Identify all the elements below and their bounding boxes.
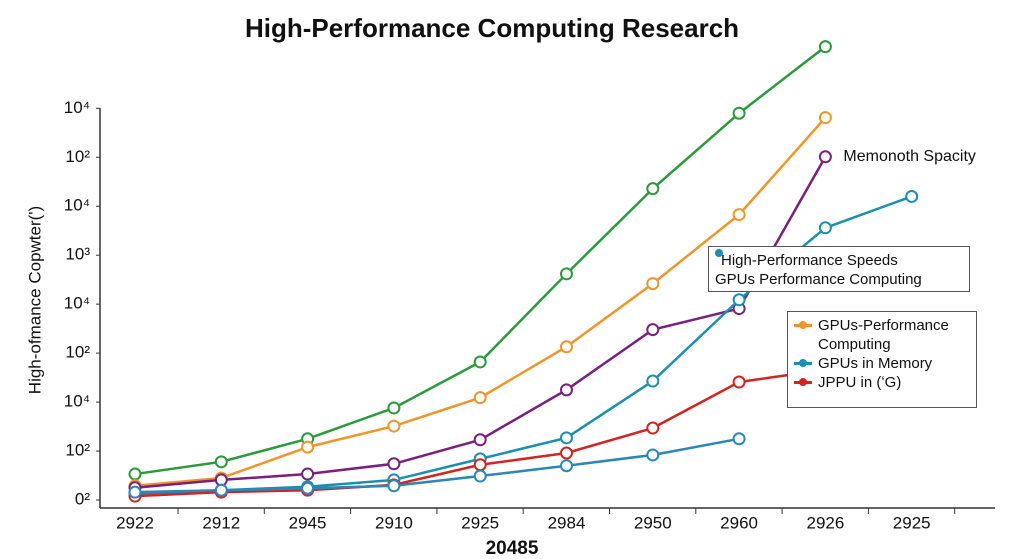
dot xyxy=(715,249,723,257)
y-tick-label: 0² xyxy=(75,489,90,508)
data-point xyxy=(387,479,401,493)
data-point xyxy=(560,267,573,281)
data-point xyxy=(732,208,746,222)
legend-label: GPUs in Memory xyxy=(818,355,933,372)
data-point xyxy=(128,485,142,499)
data-point xyxy=(818,221,832,235)
legend-label: GPUs-Performance Computing xyxy=(818,317,949,353)
legend-entry: GPUs-Performance Computing xyxy=(794,316,970,354)
data-point xyxy=(818,40,832,54)
data-point xyxy=(732,375,746,389)
x-tick-label: 2945 xyxy=(289,513,327,532)
legend-label: JPPU in (ʻG) xyxy=(818,374,902,391)
legend-swatch xyxy=(794,359,812,367)
y-tick-label: 10⁴ xyxy=(64,392,90,411)
data-point xyxy=(214,483,228,497)
y-tick-label: 10³ xyxy=(65,245,90,264)
data-point xyxy=(905,189,919,203)
annotation-text: GPUs Performance Computing xyxy=(715,271,922,288)
series-line xyxy=(134,437,740,494)
x-tick-label: 2926 xyxy=(806,513,844,532)
data-point xyxy=(560,446,573,460)
data-point xyxy=(646,448,660,462)
data-point xyxy=(301,440,315,454)
x-tick-label: 2912 xyxy=(202,513,240,532)
y-axis-label: High-ofmance Copwter(ʹ) xyxy=(25,206,44,394)
annotation-text: High-Performance Speeds xyxy=(721,252,898,269)
chart-title: High-Performance Computing Research xyxy=(245,13,739,43)
legend-swatch xyxy=(794,321,812,329)
data-point xyxy=(560,340,573,354)
x-tick-label: 2925 xyxy=(893,513,931,532)
data-point xyxy=(473,469,487,483)
data-point xyxy=(646,323,660,337)
data-point xyxy=(560,431,573,445)
data-point xyxy=(473,391,487,405)
data-point xyxy=(818,150,832,164)
legend-dot xyxy=(799,359,807,367)
data-point xyxy=(818,111,832,125)
data-point xyxy=(646,421,660,435)
data-point xyxy=(646,374,660,388)
x-tick-label: 2910 xyxy=(375,513,413,532)
annotation-row: High-Performance Speeds xyxy=(715,249,963,270)
x-tick-label: 2960 xyxy=(720,513,758,532)
legend-swatch xyxy=(794,378,812,386)
legend-entry: JPPU in (ʻG) xyxy=(794,373,970,392)
data-point xyxy=(646,182,660,196)
y-tick-label: 10⁴ xyxy=(64,196,90,215)
data-point xyxy=(128,467,142,481)
data-point xyxy=(560,459,573,473)
data-point xyxy=(646,277,660,291)
annotation-row: GPUs Performance Computing xyxy=(715,270,963,289)
data-point xyxy=(214,455,228,469)
data-point xyxy=(301,467,315,481)
x-tick-label: 2984 xyxy=(548,513,586,532)
y-tick-label: 10⁴ xyxy=(64,294,90,313)
data-point xyxy=(560,383,573,397)
data-point xyxy=(473,355,487,369)
data-point xyxy=(732,106,746,120)
legend-dot xyxy=(799,321,807,329)
data-point xyxy=(301,481,315,495)
data-point xyxy=(473,458,487,472)
x-tick-label: 2922 xyxy=(116,513,154,532)
x-tick-label: 2925 xyxy=(461,513,499,532)
data-point xyxy=(732,293,746,307)
data-point xyxy=(473,433,487,447)
series-line xyxy=(134,116,827,488)
data-point xyxy=(732,432,746,446)
data-point xyxy=(387,457,401,471)
y-tick-label: 10² xyxy=(65,441,90,460)
legend-dot xyxy=(799,378,807,386)
y-tick-label: 10⁴ xyxy=(64,98,90,117)
y-tick-label: 10² xyxy=(65,147,90,166)
legend: GPUs-Performance Computing GPUs in Memory… xyxy=(787,311,977,408)
annotation-box: High-Performance Speeds GPUs Performance … xyxy=(708,246,970,292)
data-point xyxy=(387,401,401,415)
series-label: Memonoth Spacity xyxy=(843,148,976,165)
legend-entry: GPUs in Memory xyxy=(794,354,970,373)
x-axis-label: 20485 xyxy=(486,538,539,559)
x-tick-label: 2950 xyxy=(634,513,672,532)
y-tick-label: 10² xyxy=(65,343,90,362)
data-point xyxy=(387,419,401,433)
